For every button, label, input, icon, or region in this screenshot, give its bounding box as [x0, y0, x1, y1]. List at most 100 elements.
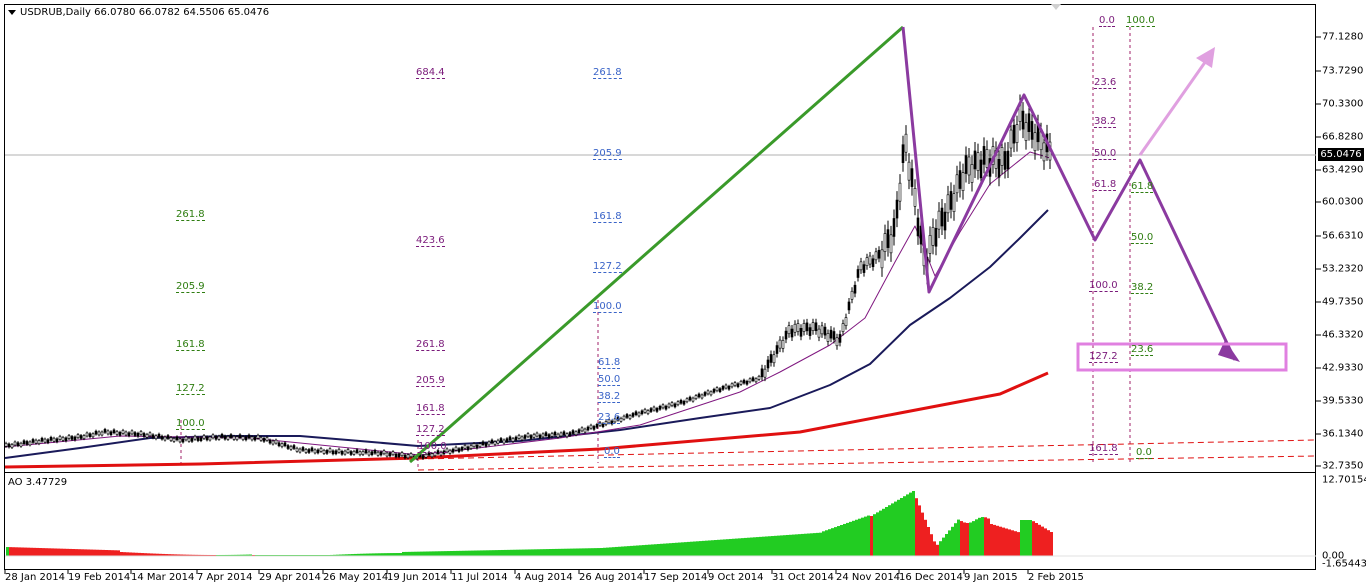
- candle-body: [343, 450, 347, 455]
- candle-body: [808, 327, 812, 336]
- ao-bar: [687, 541, 690, 556]
- ao-bar: [240, 554, 243, 556]
- candle-body: [328, 448, 332, 453]
- fib-level-label: 50.0: [598, 374, 621, 386]
- ao-bar: [873, 514, 876, 556]
- ao-bar: [567, 548, 570, 556]
- candle-body: [526, 433, 530, 438]
- candle-body: [214, 435, 218, 440]
- ao-bar: [957, 519, 960, 556]
- candle-body: [502, 439, 506, 444]
- pane-separator[interactable]: [4, 472, 1316, 473]
- ao-bar: [651, 544, 654, 556]
- ao-bar: [837, 526, 840, 556]
- candle-body: [694, 395, 698, 399]
- time-axis-label: 7 Apr 2014: [197, 572, 253, 583]
- ao-bar: [1017, 532, 1020, 556]
- ao-bar: [399, 553, 402, 556]
- ao-bar: [825, 530, 828, 556]
- fib-level-label: 161.8: [416, 403, 445, 415]
- candle-body: [763, 368, 767, 378]
- candle-body: [247, 434, 251, 439]
- ao-bar: [81, 549, 84, 556]
- ao-bar: [951, 526, 954, 556]
- candle-body: [907, 161, 911, 181]
- candle-body: [262, 438, 266, 442]
- candle-body: [784, 330, 788, 340]
- price-axis-label: 53.2320: [1322, 263, 1364, 275]
- candle-body: [196, 437, 200, 441]
- candle-body: [157, 433, 161, 438]
- candle-body: [715, 387, 719, 392]
- ao-bar: [36, 547, 39, 556]
- ao-bar: [483, 550, 486, 556]
- dropdown-triangle-icon[interactable]: [8, 9, 16, 15]
- candle-body: [796, 323, 800, 332]
- ao-bar: [144, 553, 147, 556]
- candle-body: [946, 194, 950, 214]
- time-axis-label: 9 Jan 2015: [964, 572, 1018, 583]
- ao-bar: [645, 544, 648, 556]
- candle-body: [661, 404, 665, 409]
- candle-body: [529, 435, 533, 439]
- ao-bar: [78, 549, 81, 556]
- ao-bar: [870, 516, 873, 556]
- ao-bar: [411, 551, 414, 556]
- ao-bar: [507, 549, 510, 556]
- candle-body: [109, 431, 113, 436]
- ao-bar: [1008, 529, 1011, 556]
- moving-average-thin: [4, 151, 1051, 456]
- ao-bar: [417, 551, 420, 556]
- candle-body: [562, 431, 566, 436]
- ao-bar: [243, 554, 246, 556]
- ohlc-values: 66.0780 66.0782 64.5506 65.0476: [94, 7, 270, 18]
- ao-bar: [660, 543, 663, 556]
- candle-body: [730, 383, 734, 388]
- candle-body: [505, 438, 509, 442]
- time-axis-label: 26 Aug 2014: [579, 572, 644, 583]
- ao-bar: [27, 547, 30, 556]
- ao-bar: [606, 547, 609, 556]
- price-axis-label: 36.1340: [1322, 428, 1364, 440]
- candle-body: [79, 435, 83, 439]
- candle-body: [118, 431, 122, 436]
- ao-bar: [819, 532, 822, 556]
- harmonic-pattern-line: [901, 26, 1237, 361]
- candle-body: [292, 445, 296, 449]
- candle-body: [646, 410, 650, 414]
- ao-bar: [414, 551, 417, 556]
- candle-body: [760, 368, 764, 378]
- candle-body: [406, 454, 410, 459]
- candle-body: [541, 433, 545, 438]
- candle-body: [679, 399, 683, 404]
- candle-body: [445, 448, 449, 453]
- candle-body: [691, 397, 695, 402]
- ao-bar: [783, 535, 786, 556]
- chart-frame[interactable]: [4, 4, 1316, 570]
- candle-body: [769, 354, 773, 363]
- candle-body: [160, 435, 164, 440]
- ao-bar: [990, 524, 993, 556]
- ao-bar: [480, 550, 483, 556]
- candle-body: [205, 436, 209, 441]
- candle-body: [169, 437, 173, 441]
- ao-bar: [162, 553, 165, 556]
- candle-body: [184, 436, 188, 441]
- candle-body: [448, 450, 452, 454]
- ao-bar: [45, 548, 48, 556]
- candle-body: [622, 415, 626, 420]
- candle-body: [973, 150, 977, 170]
- ao-bar: [861, 517, 864, 556]
- price-axis-label: 32.7350: [1322, 460, 1364, 472]
- candle-body: [958, 170, 962, 189]
- candle-body: [853, 284, 857, 294]
- candle-body: [103, 429, 107, 433]
- ao-bar: [93, 549, 96, 556]
- candle-body: [739, 381, 743, 385]
- candle-body: [370, 451, 374, 456]
- ao-bar: [717, 539, 720, 556]
- candle-body: [652, 406, 656, 411]
- time-axis-label: 14 Mar 2014: [131, 572, 195, 583]
- ao-bar: [615, 546, 618, 556]
- candle-body: [631, 413, 635, 417]
